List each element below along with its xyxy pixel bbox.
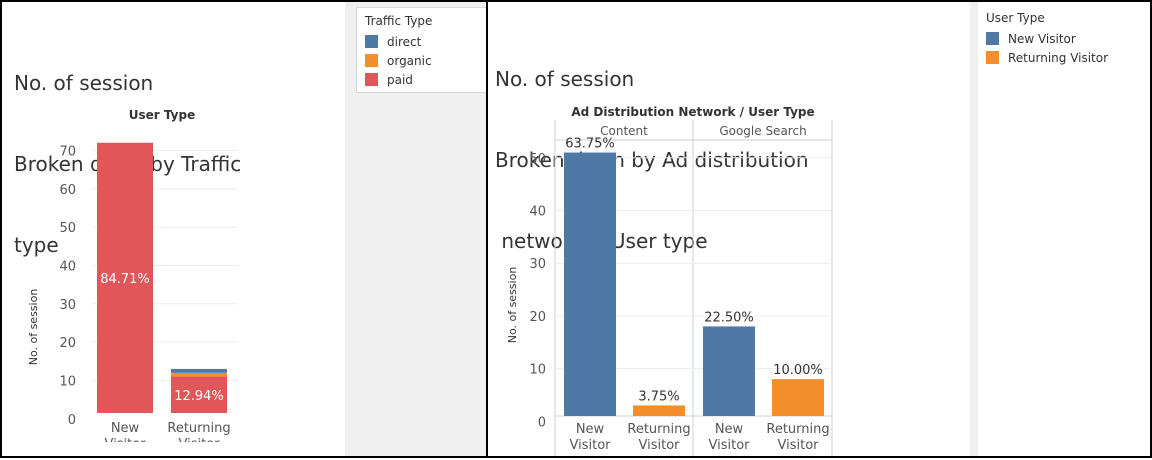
y-axis-label: No. of session [506,267,519,344]
x-tick-label: Visitor [709,438,751,453]
swatch-new-visitor [986,32,999,45]
legend-label-organic: organic [387,53,432,68]
group-header: Content [600,124,648,138]
ad-network-chart: Ad Distribution Network / User Type No. o… [506,105,833,456]
legend-item-direct[interactable]: direct [357,32,487,51]
y-tick-label: 10 [529,363,546,378]
bar [703,326,755,416]
data-label: 12.94% [174,389,224,404]
y-tick-label: 0 [68,413,76,428]
x-tick-label: Returning [627,422,690,437]
bar [564,152,616,416]
legend-item-paid[interactable]: paid [357,70,487,89]
y-tick-label: 10 [59,374,76,389]
legend-item-organic[interactable]: organic [357,51,487,70]
x-tick-label: Returning [167,421,230,436]
y-tick-label: 30 [529,257,546,272]
data-label: 3.75% [638,389,679,404]
data-label: 10.00% [773,363,823,378]
left-title-line-1: No. of session [14,71,154,95]
x-tick-label: New [576,422,605,437]
x-tick-label: Visitor [105,437,147,442]
legend-item-returning-visitor[interactable]: Returning Visitor [978,48,1148,67]
legend-item-new-visitor[interactable]: New Visitor [978,29,1148,48]
right-title-line-1: No. of session [495,67,635,91]
x-tick-label: New [111,421,140,436]
y-tick-label: 30 [59,298,76,313]
bar [772,379,824,416]
x-tick-label: Visitor [570,438,612,453]
x-tick-label: Visitor [639,438,681,453]
right-title-line-2: Broken down by Ad distribution [495,148,809,172]
chart-title: User Type [129,108,195,122]
y-axis-label: No. of session [27,289,40,366]
y-tick-label: 20 [59,336,76,351]
legend-title: User Type [986,11,1045,25]
legend-label-new-visitor: New Visitor [1008,31,1076,46]
right-divider-area [970,2,978,456]
x-tick-label: New [715,422,744,437]
legend-title: Traffic Type [365,14,433,28]
chart-title: Ad Distribution Network / User Type [571,105,814,119]
y-tick-label: 40 [59,259,76,274]
legend-label-paid: paid [387,72,413,87]
data-label: 22.50% [704,310,754,325]
y-tick-label: 20 [529,310,546,325]
y-tick-label: 0 [538,415,546,430]
legend-label-returning-visitor: Returning Visitor [1008,50,1109,65]
traffic-type-chart: User Type No. of session 0 10 20 30 40 50 60 70 84… [27,108,238,442]
y-tick-label: 50 [59,221,76,236]
y-tick-label: 50 [529,152,546,167]
x-tick-label: Visitor [778,438,820,453]
swatch-paid [365,73,378,86]
right-panel: No. of session Broken down by Ad distrib… [486,0,1152,458]
y-tick-label: 40 [529,205,546,220]
legend-label-direct: direct [387,34,422,49]
bar-organic [171,372,227,377]
right-title: No. of session Broken down by Ad distrib… [495,12,809,309]
swatch-returning-visitor [986,51,999,64]
y-tick-label: 70 [59,144,76,159]
left-title-line-3: type [14,233,59,257]
bar-paid [171,376,227,413]
data-label: 84.71% [100,272,150,287]
swatch-organic [365,54,378,67]
bar-direct [171,368,227,373]
data-label: 63.75% [565,137,615,152]
user-type-legend[interactable]: User Type New Visitor Returning Visitor [978,5,1148,71]
x-tick-label: Returning [766,422,829,437]
y-tick-label: 60 [59,183,76,198]
x-tick-label: Visitor [179,437,221,442]
swatch-direct [365,35,378,48]
group-header: Google Search [719,124,806,138]
traffic-type-legend[interactable]: Traffic Type direct organic paid [356,7,488,93]
left-panel: No. of session Broken down by Traffic ty… [0,0,488,458]
bar-paid [97,142,153,413]
bar [633,405,685,416]
